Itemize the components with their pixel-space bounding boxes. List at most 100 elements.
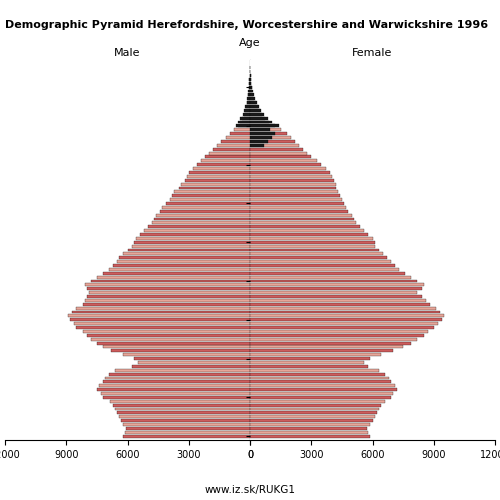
Bar bbox=[126, 431, 250, 434]
Bar bbox=[250, 94, 254, 96]
Bar bbox=[250, 284, 424, 286]
Bar bbox=[250, 167, 326, 170]
Bar bbox=[250, 306, 436, 310]
Bar bbox=[248, 90, 250, 92]
Bar bbox=[201, 160, 250, 162]
Bar bbox=[250, 272, 405, 274]
Bar bbox=[250, 148, 303, 150]
Bar bbox=[132, 244, 250, 248]
Bar bbox=[250, 369, 378, 372]
Bar bbox=[250, 392, 393, 395]
Bar bbox=[250, 140, 268, 143]
Bar bbox=[213, 148, 250, 150]
Bar bbox=[250, 78, 251, 81]
Bar bbox=[250, 116, 268, 119]
Bar bbox=[84, 284, 250, 286]
Bar bbox=[250, 86, 252, 88]
Bar bbox=[248, 98, 250, 100]
Bar bbox=[250, 105, 258, 108]
Bar bbox=[250, 365, 368, 368]
Bar bbox=[103, 346, 250, 348]
Bar bbox=[174, 190, 250, 194]
Bar bbox=[249, 86, 250, 88]
Bar bbox=[250, 427, 368, 430]
Bar bbox=[250, 310, 440, 314]
Bar bbox=[250, 132, 287, 135]
Bar bbox=[250, 314, 444, 318]
Bar bbox=[250, 116, 266, 119]
Bar bbox=[250, 431, 368, 434]
Bar bbox=[250, 218, 354, 220]
Bar bbox=[250, 128, 280, 131]
Bar bbox=[250, 346, 403, 348]
Bar bbox=[250, 132, 274, 135]
Bar bbox=[138, 361, 250, 364]
Bar bbox=[250, 144, 264, 147]
Bar bbox=[120, 416, 250, 418]
Bar bbox=[166, 202, 250, 205]
Bar bbox=[126, 427, 250, 430]
Bar bbox=[132, 365, 250, 368]
Bar bbox=[250, 419, 372, 422]
Bar bbox=[248, 98, 250, 100]
Bar bbox=[250, 160, 318, 162]
Bar bbox=[250, 256, 387, 259]
Bar bbox=[245, 109, 250, 112]
Bar bbox=[250, 198, 342, 201]
Bar bbox=[250, 98, 255, 100]
Bar bbox=[250, 175, 332, 178]
Bar bbox=[250, 214, 352, 216]
Bar bbox=[97, 276, 250, 278]
Bar bbox=[172, 194, 250, 197]
Bar bbox=[246, 101, 250, 104]
Text: Demographic Pyramid Herefordshire, Worcestershire and Warwickshire 1996: Demographic Pyramid Herefordshire, Worce… bbox=[5, 20, 488, 30]
Bar bbox=[70, 318, 250, 322]
Bar bbox=[250, 244, 374, 248]
Bar bbox=[91, 338, 250, 340]
Bar bbox=[249, 82, 250, 84]
Title: Female: Female bbox=[352, 48, 393, 58]
Bar bbox=[86, 288, 250, 290]
Bar bbox=[134, 357, 250, 360]
Bar bbox=[250, 288, 422, 290]
Bar bbox=[222, 140, 250, 143]
Bar bbox=[134, 241, 250, 244]
Bar bbox=[250, 144, 299, 147]
Bar bbox=[110, 400, 250, 402]
Bar bbox=[209, 152, 250, 154]
Bar bbox=[250, 295, 422, 298]
Bar bbox=[101, 392, 250, 395]
Bar bbox=[250, 101, 256, 104]
Text: Age: Age bbox=[239, 38, 261, 48]
Bar bbox=[111, 350, 250, 352]
Bar bbox=[250, 113, 262, 116]
Bar bbox=[249, 82, 250, 84]
Bar bbox=[99, 384, 250, 387]
Bar bbox=[250, 357, 370, 360]
Bar bbox=[160, 210, 250, 212]
Bar bbox=[248, 94, 250, 96]
Text: www.iz.sk/RUKG1: www.iz.sk/RUKG1 bbox=[204, 485, 296, 495]
Bar bbox=[236, 124, 250, 128]
Bar bbox=[109, 268, 250, 271]
Bar bbox=[250, 408, 378, 410]
Bar bbox=[250, 326, 434, 329]
Bar bbox=[250, 136, 291, 139]
Bar bbox=[105, 376, 250, 380]
Bar bbox=[250, 186, 336, 190]
Bar bbox=[91, 280, 250, 282]
Bar bbox=[250, 400, 385, 402]
Bar bbox=[250, 105, 258, 108]
Bar bbox=[250, 434, 370, 438]
Bar bbox=[84, 299, 250, 302]
Bar bbox=[154, 218, 250, 220]
Bar bbox=[86, 295, 250, 298]
Bar bbox=[68, 314, 250, 318]
Bar bbox=[250, 280, 418, 282]
Bar bbox=[250, 396, 391, 399]
Bar bbox=[248, 90, 250, 92]
Bar bbox=[250, 113, 264, 116]
Bar bbox=[152, 222, 250, 224]
Bar bbox=[247, 101, 250, 104]
Bar bbox=[144, 229, 250, 232]
